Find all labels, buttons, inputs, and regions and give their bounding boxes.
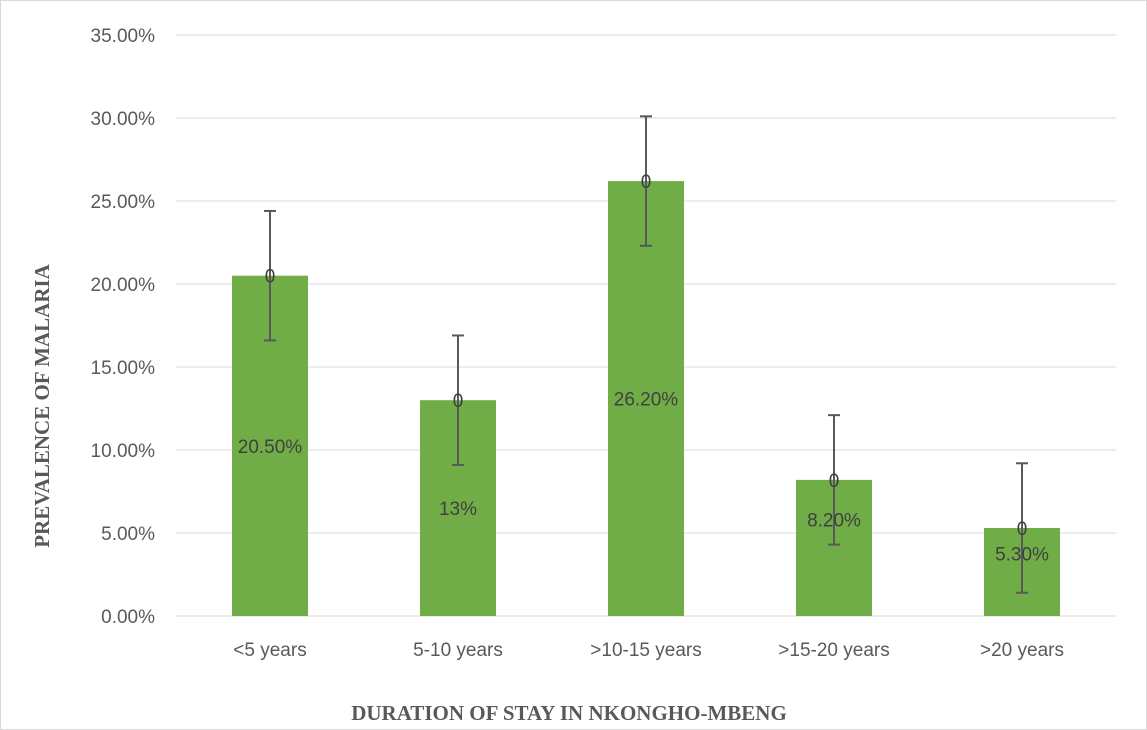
error-marker-label: 0 (641, 172, 652, 193)
x-axis-ticks: <5 years 5-10 years >10-15 years >15-20 yea… (233, 640, 1064, 661)
data-label: 13% (439, 499, 477, 520)
x-tick-label: >10-15 years (590, 640, 701, 661)
y-tick-label: 30.00% (91, 109, 156, 130)
error-marker-label: 0 (265, 267, 276, 288)
y-tick-label: 10.00% (91, 441, 156, 462)
data-label: 20.50% (238, 437, 303, 458)
y-tick-label: 0.00% (101, 607, 155, 628)
y-tick-label: 25.00% (91, 192, 156, 213)
data-label: 26.20% (614, 390, 679, 411)
error-marker-label: 0 (453, 391, 464, 412)
x-tick-label: <5 years (233, 640, 306, 661)
error-bars (264, 115, 1028, 594)
y-tick-label: 35.00% (91, 26, 156, 47)
y-axis-ticks: 0.00% 5.00% 10.00% 15.00% 20.00% 25.00% 30.00%… (91, 26, 156, 628)
x-tick-label: >15-20 years (778, 640, 889, 661)
error-marker-label: 0 (829, 471, 840, 492)
x-tick-label: 5-10 years (413, 640, 503, 661)
x-axis-title: DURATION OF STAY IN NKONGHO-MBENG (351, 701, 787, 725)
data-label: 8.20% (807, 511, 861, 532)
bar (608, 181, 684, 616)
error-markers: 0 0 0 0 0 (265, 172, 1028, 540)
y-tick-label: 15.00% (91, 358, 156, 379)
x-tick-label: >20 years (980, 640, 1064, 661)
data-label: 5.30% (995, 544, 1049, 565)
error-marker-label: 0 (1017, 519, 1028, 540)
y-tick-label: 20.00% (91, 275, 156, 296)
y-axis-title: PREVALENCE OF MALARIA (30, 263, 54, 547)
y-tick-label: 5.00% (101, 524, 155, 545)
data-labels: 20.50% 13% 26.20% 8.20% 5.30% (238, 390, 1049, 566)
